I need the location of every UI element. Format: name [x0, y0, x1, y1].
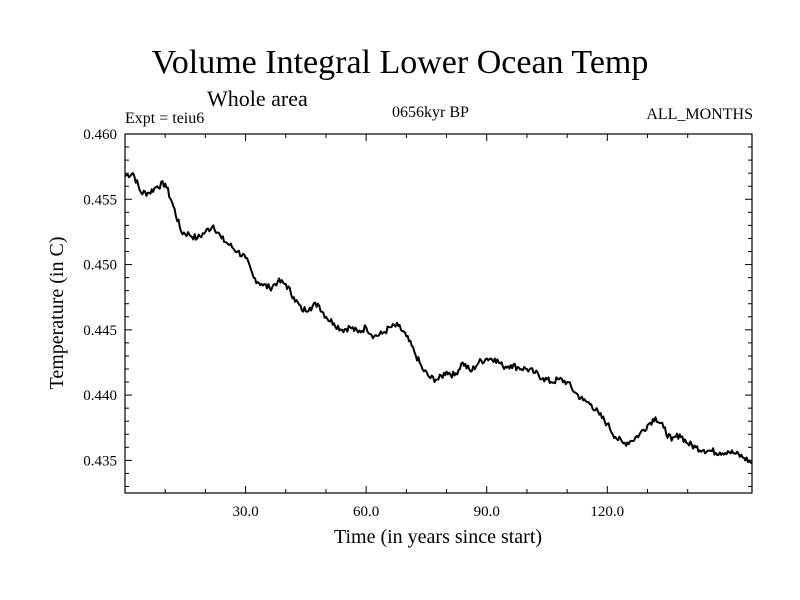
- chart-subtitle: Whole area: [207, 86, 308, 111]
- x-tick-label: 90.0: [474, 504, 500, 520]
- x-axis: 30.0 60.0 90.0 120.0: [164, 134, 689, 520]
- plot-frame: [124, 133, 753, 494]
- y-tick-label: 0.435: [83, 453, 117, 469]
- series-line: [124, 172, 753, 464]
- x-tick-label: 120.0: [590, 504, 624, 520]
- y-tick-label: 0.450: [83, 258, 117, 274]
- chart-title: Volume Integral Lower Ocean Temp: [151, 44, 649, 81]
- y-axis: 0.435 0.440 0.445 0.450 0.455 0.460: [83, 127, 752, 487]
- x-tick-label: 60.0: [353, 504, 379, 520]
- period-label: 0656kyr BP: [392, 104, 469, 121]
- y-tick-label: 0.440: [83, 388, 117, 404]
- y-axis-label: Temperature (in C): [46, 237, 68, 390]
- experiment-label: Expt = teiu6: [125, 110, 205, 127]
- y-tick-label: 0.455: [83, 192, 117, 208]
- y-tick-label: 0.460: [83, 127, 117, 143]
- y-tick-label: 0.445: [83, 323, 117, 339]
- x-tick-label: 30.0: [232, 504, 258, 520]
- x-axis-label: Time (in years since start): [334, 526, 542, 548]
- months-label: ALL_MONTHS: [646, 106, 753, 123]
